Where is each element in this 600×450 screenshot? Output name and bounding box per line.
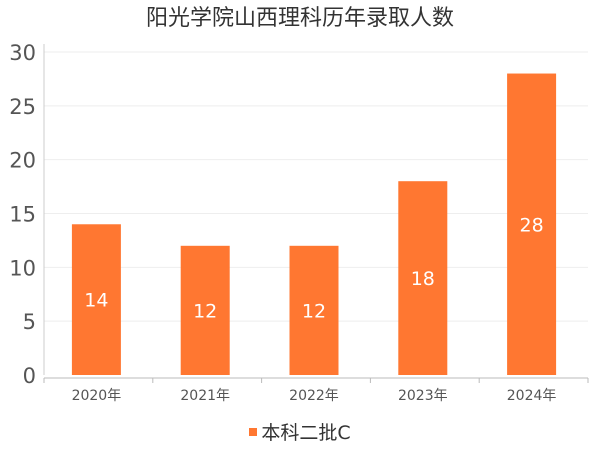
y-tick-label: 10: [9, 256, 36, 280]
legend: 本科二批C: [0, 420, 600, 446]
legend-label: 本科二批C: [261, 422, 351, 444]
y-tick-label: 20: [9, 149, 36, 173]
data-label: 14: [84, 290, 108, 312]
bar: [289, 245, 339, 375]
y-tick-label: 30: [9, 41, 36, 65]
y-tick-label: 25: [9, 95, 36, 119]
bar: [180, 245, 230, 375]
y-tick-label: 5: [23, 310, 36, 334]
data-label: 28: [520, 214, 544, 236]
x-tick-label: 2021年: [180, 388, 230, 404]
x-tick-label: 2023年: [398, 388, 448, 404]
data-label: 18: [411, 268, 435, 290]
chart-title: 阳光学院山西理科历年录取人数: [145, 6, 454, 31]
legend-swatch: [249, 427, 258, 436]
y-tick-label: 0: [23, 364, 36, 388]
x-tick-label: 2020年: [72, 388, 122, 404]
x-tick-label: 2022年: [289, 388, 339, 404]
x-tick-label: 2024年: [507, 388, 557, 404]
bar: [398, 181, 448, 375]
data-label: 12: [302, 300, 326, 322]
data-label: 12: [193, 300, 217, 322]
bar: [71, 224, 121, 375]
bar: [507, 73, 557, 376]
y-tick-label: 15: [9, 203, 36, 227]
